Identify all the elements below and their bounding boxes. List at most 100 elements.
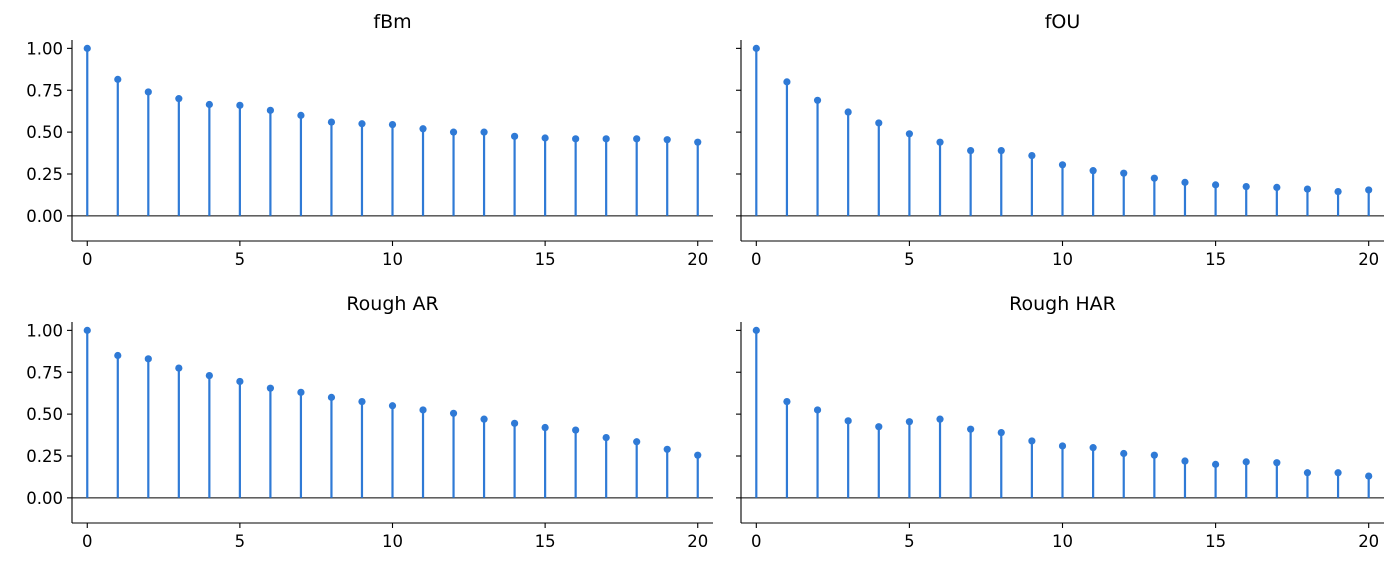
y-tick-label: 0.50 xyxy=(26,405,63,424)
stem-marker xyxy=(83,44,91,52)
y-tick-label: 0.00 xyxy=(26,207,63,226)
x-tick-label: 5 xyxy=(235,250,246,269)
x-tick-label: 20 xyxy=(687,532,708,551)
subplot-3: Rough AR 0.00 0.25 0.50 0.75 1.00 0 5 10 15 20 xyxy=(26,293,713,551)
stem-marker xyxy=(510,419,519,427)
stem-marker xyxy=(783,397,791,406)
stem-marker xyxy=(1028,151,1036,160)
subplot-1: fBm 0.00 0.25 0.50 0.75 1.00 0 5 10 15 20 xyxy=(26,11,713,269)
stem-marker xyxy=(1303,469,1312,477)
stem-marker xyxy=(905,418,914,426)
stem-marker xyxy=(813,406,822,414)
stem-marker xyxy=(1365,186,1373,194)
stem-marker xyxy=(1211,181,1220,189)
stem-marker xyxy=(875,423,883,431)
stem-marker xyxy=(236,101,244,109)
stem-marker xyxy=(205,372,213,380)
x-tick-label: 0 xyxy=(751,532,762,551)
x-tick-label: 0 xyxy=(82,532,93,551)
stem-marker xyxy=(844,417,852,425)
x-tick-label: 5 xyxy=(904,250,915,269)
y-tick-label: 1.00 xyxy=(26,321,63,340)
stem-marker xyxy=(1273,183,1281,191)
subplot-title: Rough HAR xyxy=(1009,293,1116,315)
stem-marker xyxy=(449,128,458,136)
stem-marker xyxy=(813,96,822,104)
stem-marker xyxy=(1181,178,1189,186)
stem-marker xyxy=(1242,182,1250,191)
stem-marker xyxy=(633,135,641,143)
stem-marker xyxy=(1028,437,1036,445)
stem-marker xyxy=(480,415,488,423)
subplot-4: Rough HAR 0 5 10 15 20 xyxy=(736,293,1384,551)
x-tick-label: 0 xyxy=(82,250,93,269)
stem-marker xyxy=(541,134,549,142)
x-tick-label: 15 xyxy=(535,532,556,551)
x-tick-label: 5 xyxy=(235,532,246,551)
x-tick-label: 10 xyxy=(382,250,403,269)
stem-marker xyxy=(752,44,760,52)
stem-marker xyxy=(175,364,183,372)
stem-marker xyxy=(1273,459,1281,467)
stem-marker xyxy=(144,88,152,96)
stem-marker xyxy=(572,135,580,143)
x-tick-label: 10 xyxy=(1052,532,1073,551)
stem-marker xyxy=(1120,449,1128,458)
stem-marker xyxy=(358,120,366,128)
stem-marker xyxy=(1058,161,1067,169)
stem-marker xyxy=(388,120,397,129)
stem-marker xyxy=(663,136,671,144)
y-tick-label: 0.25 xyxy=(26,165,63,184)
subplot-2: fOU 0 5 10 15 20 xyxy=(736,11,1384,269)
stem-marker xyxy=(1334,469,1342,477)
x-tick-label: 15 xyxy=(1205,250,1226,269)
stem-marker xyxy=(1120,169,1128,177)
stem-marker xyxy=(388,402,397,410)
stem-marker xyxy=(175,95,183,103)
stem-marker xyxy=(752,326,760,334)
y-tick-label: 0.75 xyxy=(26,363,63,382)
stem-marker xyxy=(1365,472,1373,480)
y-tick-label: 0.25 xyxy=(26,447,63,466)
stem-marker xyxy=(144,355,152,363)
stem-marker xyxy=(997,146,1005,155)
stem-marker xyxy=(875,119,883,127)
stem-marker xyxy=(114,351,122,360)
stem-marker xyxy=(602,433,610,442)
stem-marker xyxy=(419,125,427,133)
stem-marker xyxy=(358,397,366,406)
stem-marker xyxy=(967,146,975,155)
subplot-title: fBm xyxy=(373,11,411,33)
stem-marker xyxy=(510,132,519,140)
subplot-title: fOU xyxy=(1045,11,1081,33)
stem-marker xyxy=(1089,167,1097,175)
stem-marker xyxy=(663,445,671,453)
stem-marker xyxy=(1242,458,1250,466)
stem-marker xyxy=(236,377,244,386)
stem-marker xyxy=(114,75,122,83)
stem-marker xyxy=(572,426,580,434)
stem-marker xyxy=(694,138,702,146)
stem-marker xyxy=(205,100,213,109)
x-tick-label: 20 xyxy=(687,250,708,269)
x-tick-label: 10 xyxy=(1052,250,1073,269)
stem-marker xyxy=(297,111,305,119)
stem-marker xyxy=(266,384,275,392)
stem-marker xyxy=(905,130,914,138)
x-tick-label: 20 xyxy=(1358,532,1379,551)
stem-marker xyxy=(1058,442,1067,450)
stem-marker xyxy=(1334,187,1342,196)
x-tick-label: 15 xyxy=(535,250,556,269)
x-tick-label: 15 xyxy=(1205,532,1226,551)
x-tick-label: 20 xyxy=(1358,250,1379,269)
x-tick-label: 0 xyxy=(751,250,762,269)
stem-marker xyxy=(266,106,275,114)
stem-marker xyxy=(936,415,944,423)
stem-marker xyxy=(1089,444,1097,452)
stem-marker xyxy=(1150,451,1158,459)
stem-marker xyxy=(844,108,852,116)
subplot-title: Rough AR xyxy=(346,293,438,315)
y-tick-label: 0.75 xyxy=(26,81,63,100)
stem-marker xyxy=(297,388,305,396)
